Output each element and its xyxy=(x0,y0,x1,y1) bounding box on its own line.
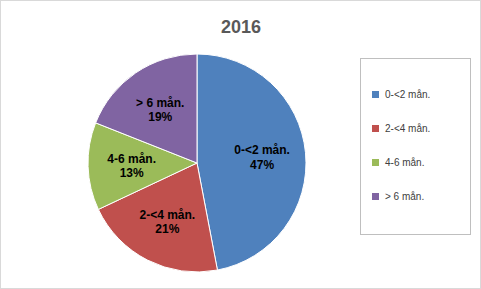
chart: 20160-<2 mån.47%2-<4 mån.21%4-6 mån.13%>… xyxy=(0,0,481,289)
data-label-category: 0-<2 mån. xyxy=(234,143,290,157)
legend-label: 2-<4 mån. xyxy=(385,123,430,134)
legend: 0-<2 mån. 2-<4 mån. 4-6 mån. > 6 mån. xyxy=(361,59,471,235)
data-label: > 6 mån.19% xyxy=(136,96,184,124)
pie xyxy=(88,54,306,272)
data-label: 2-<4 mån.21% xyxy=(139,208,195,236)
data-label: 0-<2 mån.47% xyxy=(234,143,290,171)
legend-label: > 6 mån. xyxy=(385,191,424,202)
chart-frame xyxy=(1,1,481,289)
pie-slice xyxy=(197,54,306,270)
pie-slice xyxy=(96,54,197,163)
legend-box xyxy=(361,59,471,235)
legend-swatch xyxy=(372,193,379,200)
legend-swatch xyxy=(372,91,379,98)
data-label-category: 4-6 mån. xyxy=(107,152,156,166)
data-label: 4-6 mån.13% xyxy=(107,152,156,180)
chart-title: 2016 xyxy=(221,17,261,37)
legend-swatch xyxy=(372,125,379,132)
data-label-value: 13% xyxy=(120,166,144,180)
legend-label: 4-6 mån. xyxy=(385,157,424,168)
data-label-category: > 6 mån. xyxy=(136,96,184,110)
data-label-value: 47% xyxy=(250,158,274,172)
legend-label: 0-<2 mån. xyxy=(385,89,430,100)
data-label-value: 21% xyxy=(155,222,179,236)
data-label-value: 19% xyxy=(148,110,172,124)
data-label-category: 2-<4 mån. xyxy=(139,208,195,222)
data-labels: 0-<2 mån.47% 2-<4 mån.21% 4-6 mån.13% > 6 m… xyxy=(107,96,290,237)
legend-swatch xyxy=(372,159,379,166)
